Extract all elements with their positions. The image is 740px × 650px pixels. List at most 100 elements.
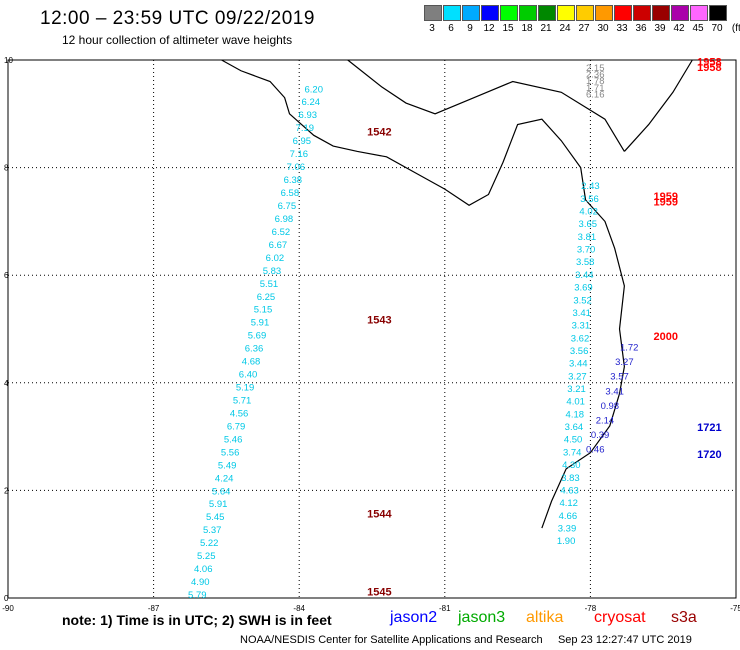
colorbar-label: 39 (654, 23, 666, 34)
wave-height-label: 6.75 (278, 201, 297, 212)
colorbar-unit: (ft) (731, 23, 740, 34)
map-title: 12:00 – 23:59 UTC 09/22/2019 (40, 8, 315, 29)
wave-height-label: 5.45 (206, 512, 225, 523)
wave-height-label: 0.46 (586, 445, 605, 456)
wave-height-label: 3.62 (571, 333, 590, 344)
wave-height-label: 6.52 (272, 227, 291, 238)
wave-height-label: 5.15 (254, 305, 273, 316)
wave-height-label: 2.15 (586, 63, 605, 74)
colorbar-cell (481, 5, 499, 21)
wave-height-label: 3.27 (568, 371, 587, 382)
colorbar-label: 15 (502, 23, 514, 34)
time-label: 1959 (653, 196, 677, 208)
wave-height-label: 1.78 (586, 76, 605, 87)
x-tick-label: -81 (439, 604, 451, 613)
wave-height-label: 4.66 (559, 511, 578, 522)
colorbar-label: 45 (692, 23, 704, 34)
colorbar-cell (424, 5, 442, 21)
wave-height-label: 3.70 (577, 245, 596, 256)
credit-line: NOAA/NESDIS Center for Satellite Applica… (240, 634, 692, 646)
wave-height-label: 6.58 (281, 188, 300, 199)
colorbar-label: 27 (578, 23, 590, 34)
colorbar-label: 33 (616, 23, 628, 34)
wave-height-label: 4.12 (559, 498, 578, 509)
wave-height-label: 6.79 (227, 421, 246, 432)
colorbar-cell (595, 5, 613, 21)
wave-height-label: 4.90 (191, 577, 210, 588)
colorbar-label: 42 (673, 23, 685, 34)
wave-height-label: 4.50 (564, 435, 583, 446)
colombia-coastline (623, 59, 693, 152)
wave-height-label: 5.22 (200, 538, 219, 549)
colorbar-label: 6 (448, 23, 454, 34)
wave-height-label: 3.69 (574, 283, 593, 294)
x-tick-label: -78 (585, 604, 597, 613)
wave-height-label: 6.36 (245, 344, 264, 355)
wave-height-label: 7.16 (290, 149, 309, 160)
wave-height-label: 6.16 (586, 90, 605, 101)
wave-height-label: 3.58 (576, 257, 595, 268)
wave-height-label: 6.02 (266, 253, 285, 264)
wave-height-label: 3.56 (580, 194, 599, 205)
colorbar-cell (614, 5, 632, 21)
wave-height-label: 5.79 (188, 590, 207, 601)
time-label: 1544 (367, 508, 392, 520)
wave-height-label: 3.52 (573, 295, 592, 306)
wave-height-label: 4.18 (566, 409, 585, 420)
colorbar-cell (557, 5, 575, 21)
coastline (221, 59, 625, 529)
colorbar-cell (671, 5, 689, 21)
credit-text: NOAA/NESDIS Center for Satellite Applica… (240, 634, 543, 646)
wave-height-label: 4.24 (215, 473, 234, 484)
wave-height-label: 3.27 (615, 357, 634, 368)
wave-height-label: 5.64 (212, 486, 231, 497)
colorbar-label: 36 (635, 23, 647, 34)
y-tick-label: 0 (4, 594, 9, 603)
wave-height-label: 5.91 (251, 318, 270, 329)
wave-height-label: 3.41 (572, 308, 591, 319)
time-label: 1545 (367, 586, 391, 598)
wave-height-label: 6.67 (269, 240, 288, 251)
time-label: 2000 (653, 331, 677, 343)
colorbar-label: 3 (429, 23, 435, 34)
colorbar-label: 9 (467, 23, 473, 34)
colorbar-cell (462, 5, 480, 21)
x-tick-label: -87 (148, 604, 160, 613)
wave-height-label: 1.72 (620, 343, 639, 354)
colorbar-cell (443, 5, 461, 21)
wave-height-label: 3.64 (565, 422, 584, 433)
wave-height-label: 5.69 (248, 331, 267, 342)
wave-height-label: 3.56 (570, 346, 589, 357)
time-label: 1958 (697, 62, 721, 74)
wave-height-label: 0.39 (591, 430, 610, 441)
wave-height-label: 5.46 (224, 434, 243, 445)
wave-height-label: 4.63 (560, 485, 579, 496)
wave-height-label: 3.41 (605, 386, 624, 397)
wave-height-label: 2.43 (581, 181, 600, 192)
colorbar-label: 30 (597, 23, 609, 34)
time-label: 1543 (367, 315, 391, 327)
wave-height-label: 5.83 (263, 266, 282, 277)
colorbar-label: 24 (559, 23, 571, 34)
time-label: 1720 (697, 449, 721, 461)
wave-height-label: 4.06 (194, 564, 213, 575)
wave-height-label: 5.51 (260, 279, 279, 290)
time-label: 1958 (697, 56, 721, 68)
colorbar-label: 12 (483, 23, 495, 34)
legend-altika: altika (526, 609, 564, 626)
y-tick-label: 2 (4, 486, 9, 495)
wave-height-label: 6.40 (239, 370, 258, 381)
time-label: 1959 (653, 191, 677, 203)
legend-jason3: jason3 (458, 609, 506, 626)
wave-height-label: 5.56 (221, 447, 240, 458)
wave-height-label: 3.44 (575, 270, 594, 281)
colorbar-cell (538, 5, 556, 21)
x-tick-label: -84 (293, 604, 305, 613)
wave-height-label: 3.65 (579, 219, 598, 230)
wave-height-label: 3.31 (572, 321, 591, 332)
wave-height-label: 6.25 (257, 292, 276, 303)
wave-height-label: 3.39 (558, 524, 577, 535)
map-subtitle: 12 hour collection of altimeter wave hei… (62, 33, 293, 47)
wave-height-label: 6.24 (302, 97, 321, 108)
wave-height-label: 5.91 (209, 499, 228, 510)
